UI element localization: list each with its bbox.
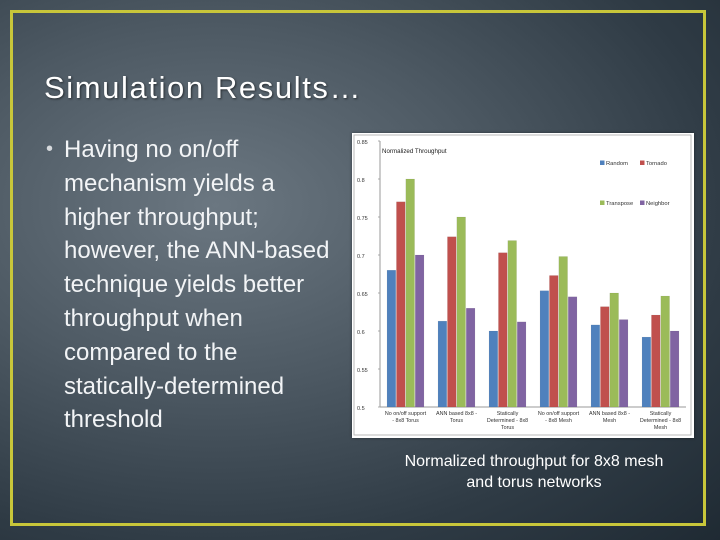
- y-tick-label: 0.65: [357, 292, 368, 298]
- legend-label-random: Random: [606, 161, 628, 167]
- y-tick-label: 0.5: [357, 406, 365, 412]
- y-tick-label: 0.6: [357, 330, 365, 336]
- chart-title: Normalized Throughput: [382, 148, 447, 155]
- slide-title: Simulation Results…: [44, 70, 363, 105]
- bullet-list: • Having no on/off mechanism yields a hi…: [46, 133, 338, 437]
- bullet-marker: •: [46, 138, 54, 160]
- x-tick-label: No on/off support: [538, 411, 580, 417]
- x-tick-label: Determined - 8x8: [640, 418, 681, 424]
- x-tick-label: Statically: [650, 411, 672, 417]
- bar-neighbor: [415, 254, 425, 408]
- bar-random: [386, 269, 396, 408]
- chart-border: [353, 134, 692, 436]
- bar-neighbor: [517, 321, 527, 408]
- legend-swatch-random: [600, 160, 605, 165]
- x-tick-label: Statically: [497, 411, 519, 417]
- y-tick-label: 0.85: [357, 140, 368, 146]
- x-tick-label: Torus: [450, 418, 463, 424]
- bar-neighbor: [466, 307, 476, 408]
- bullet-item: • Having no on/off mechanism yields a hi…: [46, 133, 338, 437]
- y-tick-label: 0.8: [357, 178, 365, 184]
- bar-neighbor: [568, 296, 578, 408]
- x-tick-label: Mesh: [603, 418, 616, 424]
- legend-label-tornado: Tornado: [646, 161, 667, 167]
- x-tick-label: Determined - 8x8: [487, 418, 528, 424]
- bar-neighbor: [619, 319, 629, 408]
- x-tick-label: No on/off support: [385, 411, 427, 417]
- bar-random: [488, 330, 498, 408]
- bar-random: [437, 320, 447, 408]
- bar-tornado: [396, 201, 406, 408]
- bar-neighbor: [670, 330, 680, 408]
- x-tick-label: Torus: [501, 425, 514, 431]
- bar-random: [539, 290, 549, 408]
- x-tick-label: - 8x8 Torus: [392, 418, 419, 424]
- bar-tornado: [549, 275, 559, 408]
- x-tick-label: Mesh: [654, 425, 667, 431]
- bar-tornado: [651, 314, 661, 408]
- bar-random: [590, 324, 600, 408]
- bar-random: [641, 336, 651, 408]
- bar-transpose: [609, 292, 619, 408]
- bar-transpose: [660, 295, 670, 408]
- bar-transpose: [507, 240, 517, 408]
- legend-swatch-neighbor: [640, 200, 645, 205]
- x-tick-label: ANN based 8x8 -: [589, 411, 630, 417]
- bar-transpose: [405, 178, 415, 408]
- y-tick-label: 0.75: [357, 216, 368, 222]
- bar-tornado: [498, 252, 508, 408]
- chart-panel: 0.85 0.8 0.75 0.7 0.65 0.6 0.55 0.5 Normalized T…: [352, 133, 694, 438]
- legend-label-neighbor: Neighbor: [646, 201, 670, 207]
- y-tick-label: 0.55: [357, 368, 368, 374]
- chart-caption: Normalized throughput for 8x8 mesh and t…: [404, 453, 664, 491]
- slide-frame: [10, 10, 706, 526]
- legend-label-transpose: Transpose: [606, 201, 633, 207]
- bar-tornado: [600, 306, 610, 408]
- y-tick-label: 0.7: [357, 254, 365, 260]
- bar-tornado: [447, 236, 457, 408]
- bullet-text: Having no on/off mechanism yields a high…: [64, 136, 330, 434]
- throughput-chart: 0.85 0.8 0.75 0.7 0.65 0.6 0.55 0.5 Normalized T…: [353, 134, 692, 436]
- legend-swatch-transpose: [600, 200, 605, 205]
- legend-swatch-tornado: [640, 160, 645, 165]
- bar-transpose: [558, 256, 568, 408]
- x-tick-label: - 8x8 Mesh: [545, 418, 572, 424]
- bar-transpose: [456, 216, 466, 408]
- x-tick-label: ANN based 8x8 -: [436, 411, 477, 417]
